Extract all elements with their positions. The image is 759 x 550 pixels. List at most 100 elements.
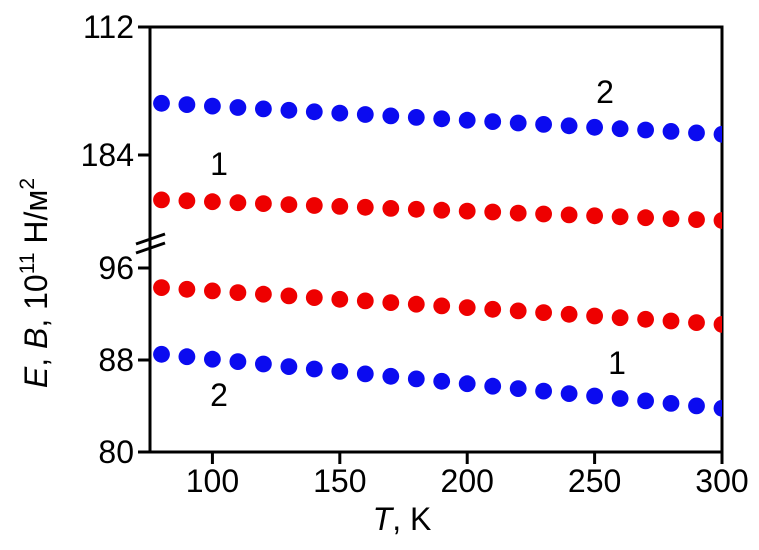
data-point [153, 94, 170, 112]
series-upper-red [153, 191, 722, 229]
data-point [331, 363, 349, 380]
x-axis-ticks: 100 150 200 250 300 [186, 452, 749, 499]
series-label-lower-blue: 2 [210, 377, 228, 413]
data-point [509, 204, 527, 222]
data-point [229, 99, 247, 116]
data-point [662, 210, 680, 228]
data-point [280, 358, 298, 375]
data-point [560, 117, 578, 135]
data-point [484, 113, 502, 130]
data-point [484, 203, 502, 221]
series-lower-blue [153, 345, 722, 417]
data-point [153, 279, 170, 296]
y-axis-title-unit: Н/м [18, 190, 54, 253]
y-axis-title-comma1: , [18, 349, 54, 367]
data-point [433, 110, 451, 128]
y-axis-break-icon [135, 232, 166, 255]
data-point [255, 355, 272, 373]
data-point [509, 114, 527, 132]
data-point [662, 122, 680, 140]
y-axis-title-e: E [18, 366, 54, 388]
data-point [356, 198, 374, 216]
series-label-lower-red: 1 [608, 345, 626, 381]
data-point [458, 375, 476, 393]
data-point [433, 372, 451, 390]
data-point [662, 312, 680, 330]
data-point [637, 121, 654, 139]
data-point [713, 125, 722, 143]
data-point [611, 120, 629, 138]
data-point [713, 399, 722, 417]
data-point [255, 100, 272, 118]
y-tick-label: 80 [98, 434, 134, 470]
data-point [535, 116, 552, 133]
data-point [535, 382, 552, 400]
series-labels-group: 2 1 1 2 [210, 74, 626, 413]
x-axis-title: T, K [373, 501, 432, 537]
data-point [305, 360, 323, 378]
plot-border [148, 25, 724, 454]
data-point [356, 106, 374, 123]
series-upper-blue [153, 94, 722, 143]
data-series-group [153, 94, 722, 417]
data-point [178, 192, 196, 210]
data-point [586, 118, 603, 136]
x-tick-label: 300 [695, 463, 748, 499]
data-point [153, 191, 170, 209]
y-tick-label: 184 [81, 137, 134, 173]
data-point [305, 197, 323, 214]
data-point [458, 299, 476, 316]
data-point [382, 200, 400, 217]
data-point [178, 280, 196, 298]
data-point [153, 345, 170, 363]
data-point [255, 285, 272, 303]
data-point [637, 209, 654, 227]
data-point [509, 302, 527, 320]
x-tick-label: 150 [313, 463, 366, 499]
data-point [178, 348, 196, 366]
data-point [407, 370, 425, 388]
data-point [713, 316, 722, 333]
series-label-upper-blue: 2 [596, 74, 614, 110]
data-point [356, 292, 374, 310]
data-point [407, 200, 425, 218]
data-point [688, 314, 705, 331]
data-point [229, 353, 247, 370]
y-tick-label: 96 [98, 250, 134, 286]
series-lower-red [153, 279, 722, 333]
data-point [382, 367, 400, 385]
data-point [331, 198, 349, 215]
data-point [204, 193, 221, 211]
data-point [255, 195, 272, 213]
x-axis-title-symbol: T [373, 501, 395, 537]
data-point [688, 124, 705, 142]
data-point [535, 304, 552, 321]
data-point [204, 282, 221, 300]
data-point [331, 290, 349, 308]
data-point [433, 297, 451, 315]
data-point [688, 211, 705, 229]
data-point [382, 294, 400, 311]
y-axis-title: E, B, 1011 Н/м2 [16, 178, 54, 388]
data-point [305, 289, 323, 306]
y-tick-label: 88 [98, 342, 134, 378]
data-point [280, 196, 298, 214]
data-point [509, 380, 527, 397]
data-point [611, 208, 629, 226]
data-point [204, 350, 221, 368]
data-point [560, 206, 578, 224]
data-point [560, 305, 578, 323]
data-point [586, 387, 603, 405]
x-axis-title-unit: , K [392, 501, 431, 537]
data-point [713, 212, 722, 229]
data-point [637, 310, 654, 328]
data-point [356, 365, 374, 383]
data-point [611, 390, 629, 407]
data-point [407, 295, 425, 313]
data-point [280, 101, 298, 119]
x-tick-label: 100 [186, 463, 239, 499]
x-tick-label: 200 [441, 463, 494, 499]
data-point [331, 104, 349, 122]
